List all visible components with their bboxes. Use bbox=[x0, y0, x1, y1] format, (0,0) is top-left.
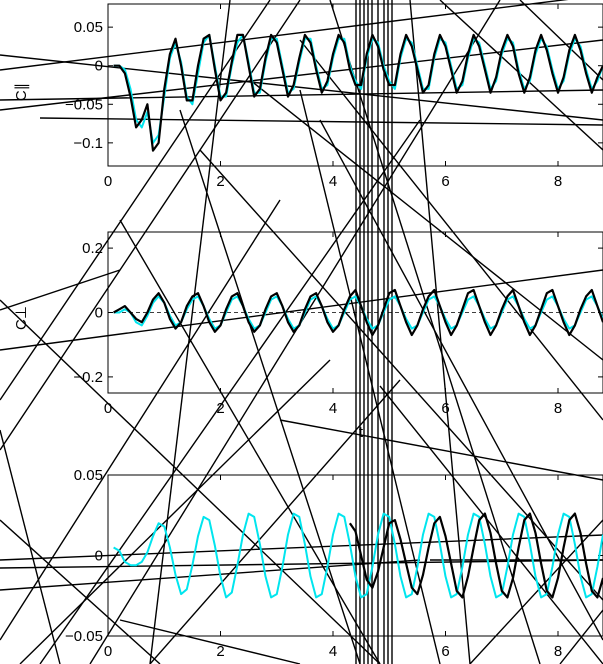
artifact-line bbox=[0, 0, 271, 401]
panel-top: 0 2 4 6 8 0.05 0 −0.05 −0.1 bbox=[65, 3, 603, 190]
y-tick-label-middle: −0.2 bbox=[73, 369, 103, 386]
series-line-bottom-1 bbox=[348, 512, 603, 599]
artifact-line bbox=[519, 0, 603, 81]
artifact-line bbox=[149, 0, 231, 664]
artifact-line bbox=[439, 0, 603, 151]
artifact-line bbox=[149, 379, 401, 664]
y-tick-label-bottom: −0.05 bbox=[65, 628, 103, 645]
artifact-line bbox=[0, 559, 603, 569]
x-tick-label-bottom: 2 bbox=[216, 643, 224, 660]
x-tick-label-middle: 8 bbox=[554, 400, 562, 417]
x-tick-label-top: 2 bbox=[216, 173, 224, 190]
y-tick-label-middle: 0.2 bbox=[82, 240, 103, 257]
artifact-line bbox=[89, 0, 501, 664]
xlabel-middle: t bbox=[359, 424, 364, 441]
artifact-line bbox=[19, 359, 331, 664]
y-tick-label-top: 0 bbox=[95, 58, 103, 75]
series-line-top-1 bbox=[113, 33, 603, 152]
ylabel-middle: C⊥ bbox=[13, 306, 30, 330]
x-tick-label-top: 8 bbox=[554, 173, 562, 190]
artifact-line bbox=[199, 149, 603, 601]
artifact-line bbox=[0, 269, 603, 351]
x-tick-label-top: 0 bbox=[104, 173, 112, 190]
artifact-line bbox=[0, 299, 381, 664]
x-tick-label-bottom: 4 bbox=[329, 643, 337, 660]
artifact-line bbox=[0, 269, 121, 311]
artifact-line bbox=[179, 109, 361, 664]
artifact-line bbox=[0, 519, 161, 664]
artifact-line bbox=[119, 619, 301, 664]
x-tick-label-top: 6 bbox=[441, 173, 449, 190]
artifact-line bbox=[409, 0, 471, 664]
x-tick-label-bottom: 0 bbox=[104, 643, 112, 660]
artifact-line bbox=[379, 385, 603, 664]
x-tick-label-bottom: 8 bbox=[554, 643, 562, 660]
artifact-line bbox=[329, 0, 541, 664]
artifact-line bbox=[279, 419, 603, 481]
artifact-line bbox=[319, 119, 603, 641]
artifact-line bbox=[0, 0, 569, 71]
ylabel-top: C∥ bbox=[13, 83, 30, 101]
y-tick-label-bottom: 0.05 bbox=[74, 467, 103, 484]
x-tick-label-bottom: 6 bbox=[441, 643, 449, 660]
y-tick-label-middle: 0 bbox=[95, 305, 103, 322]
axes-box-top bbox=[107, 3, 603, 167]
artifact-line bbox=[0, 559, 421, 591]
y-tick-label-top: −0.05 bbox=[65, 96, 103, 113]
x-tick-label-middle: 0 bbox=[104, 400, 112, 417]
artifact-line bbox=[119, 219, 381, 664]
artifact-line bbox=[0, 54, 603, 121]
y-tick-label-top: 0.05 bbox=[74, 19, 103, 36]
panel-middle: 0 2 4 6 80.20−0.2 bbox=[73, 231, 603, 417]
x-tick-label-middle: 4 bbox=[329, 400, 337, 417]
artifact-line bbox=[299, 39, 603, 421]
x-tick-label-middle: 6 bbox=[441, 400, 449, 417]
y-tick-label-top: −0.1 bbox=[73, 135, 103, 152]
artifact-line bbox=[249, 79, 603, 361]
x-tick-label-middle: 2 bbox=[216, 400, 224, 417]
artifact-line bbox=[469, 519, 603, 664]
series-line-middle-1 bbox=[113, 288, 603, 337]
y-tick-label-bottom: 0 bbox=[95, 548, 103, 565]
series-line-bottom-0 bbox=[113, 512, 603, 599]
x-tick-label-top: 4 bbox=[329, 173, 337, 190]
panel-bottom: 0 2 4 6 80.050−0.05 bbox=[65, 467, 603, 660]
artifact-line bbox=[39, 119, 421, 664]
artifact-line bbox=[0, 199, 281, 641]
